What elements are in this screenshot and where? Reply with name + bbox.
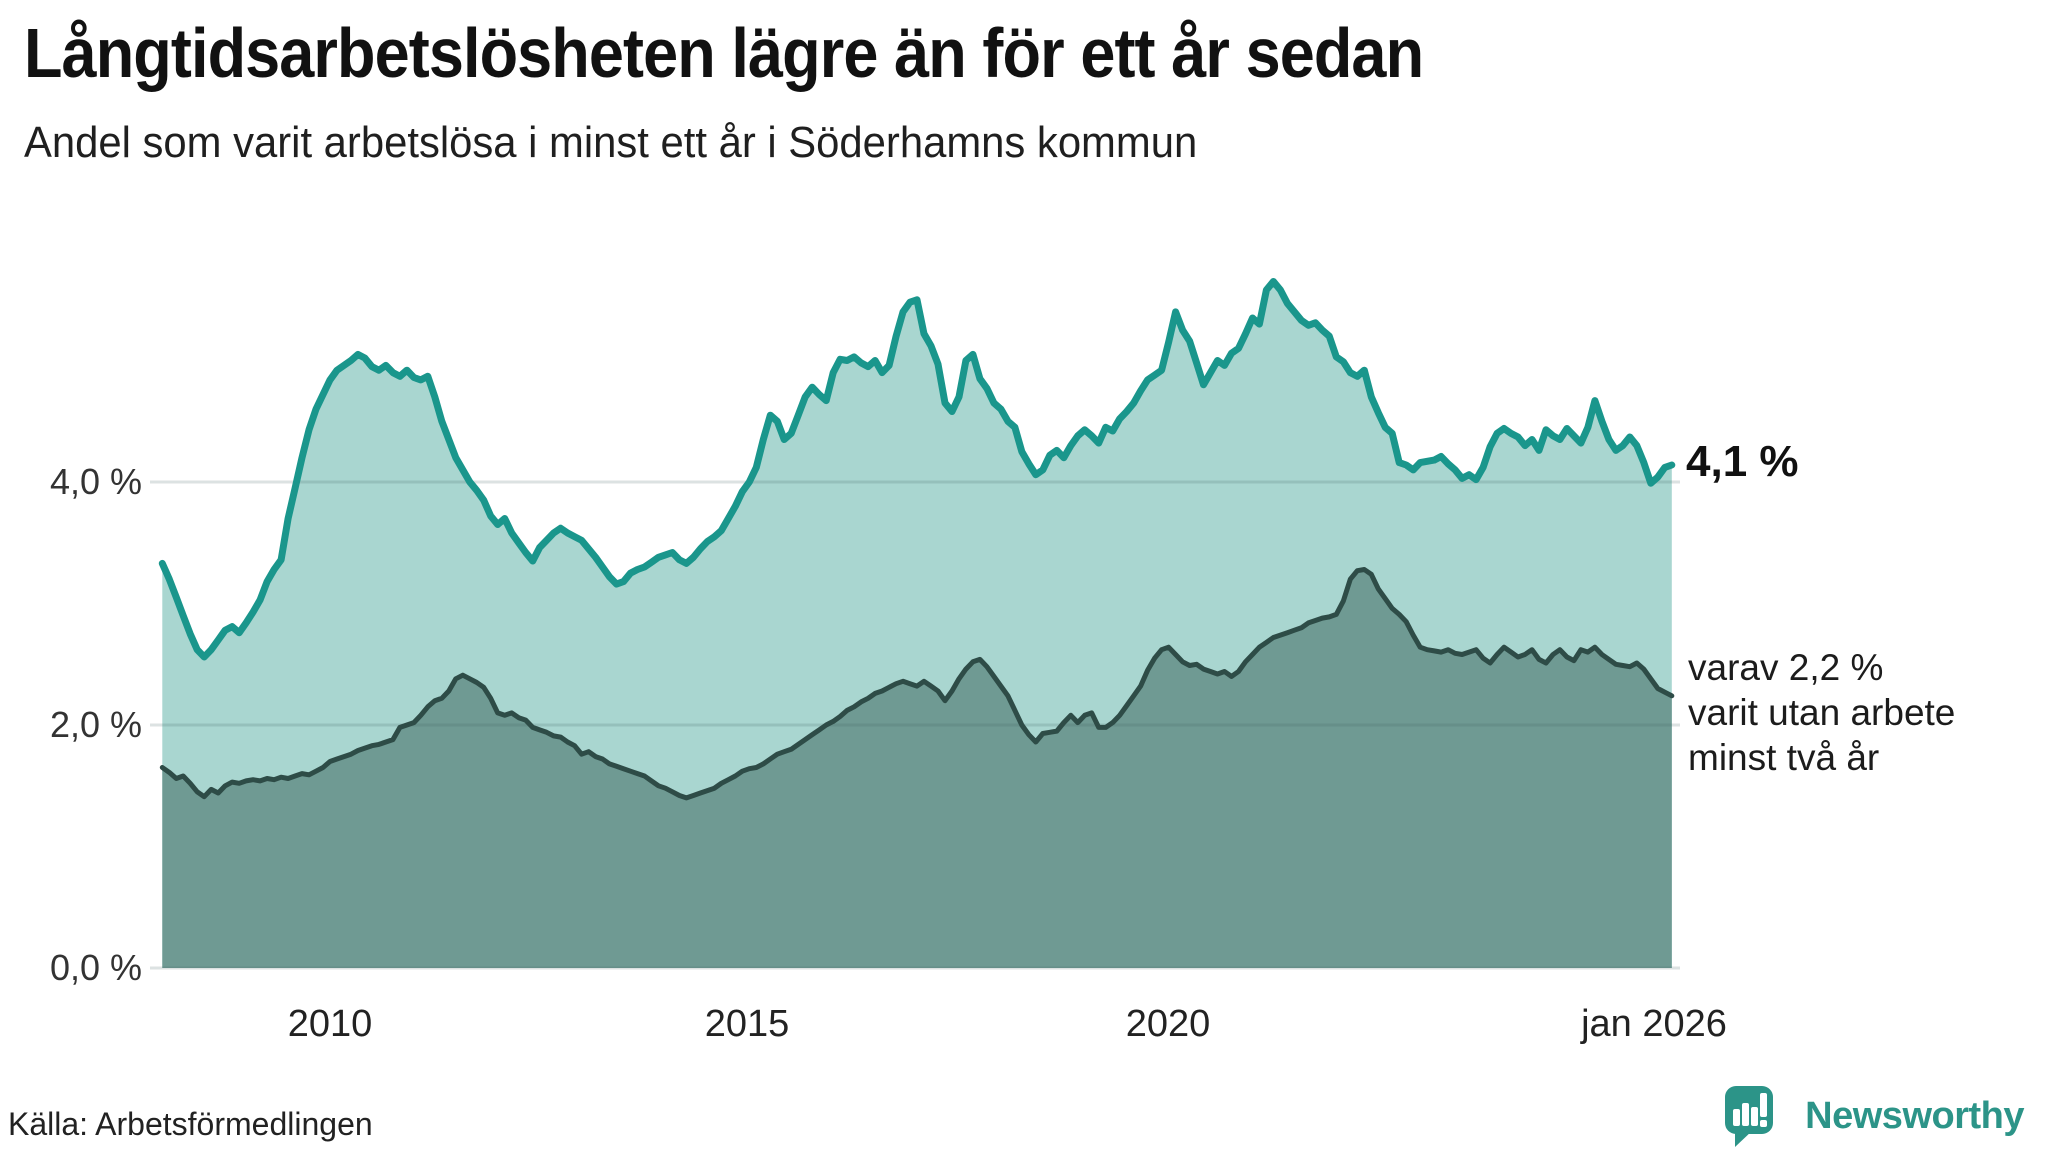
series-two-annotation: varav 2,2 % varit utan arbete minst två … bbox=[1688, 645, 1955, 780]
source-credit: Källa: Arbetsförmedlingen bbox=[8, 1106, 373, 1142]
annotation-line-3: minst två år bbox=[1688, 737, 1880, 778]
x-axis-tick-2020: 2020 bbox=[1125, 1003, 1211, 1045]
line-two-years bbox=[159, 567, 1675, 801]
series-end-value-label: 4,1 % bbox=[1686, 437, 1799, 486]
x-axis-tick-2015: 2015 bbox=[704, 1003, 790, 1045]
annotation-line-2: varit utan arbete bbox=[1688, 692, 1956, 733]
page-title: Långtidsarbetslösheten lägre än för ett … bbox=[24, 14, 1424, 92]
newsworthy-logo-icon bbox=[1725, 1086, 1774, 1147]
x-axis-tick-jan2026: jan 2026 bbox=[1581, 1003, 1727, 1045]
page-subtitle: Andel som varit arbetslösa i minst ett å… bbox=[24, 118, 1198, 167]
newsworthy-logo-text: Newsworthy bbox=[1805, 1094, 2024, 1137]
area-fill-two-years bbox=[162, 569, 1672, 968]
x-axis-tick-2010: 2010 bbox=[287, 1003, 373, 1045]
y-axis-tick-0: 0,0 % bbox=[49, 947, 142, 988]
y-axis-tick-4: 4,0 % bbox=[49, 461, 142, 502]
newsworthy-logo: Newsworthy bbox=[1721, 1084, 2024, 1148]
annotation-line-1: varav 2,2 % bbox=[1688, 647, 1884, 688]
y-axis-tick-2: 2,0 % bbox=[49, 704, 142, 745]
line-one-year bbox=[158, 278, 1676, 661]
